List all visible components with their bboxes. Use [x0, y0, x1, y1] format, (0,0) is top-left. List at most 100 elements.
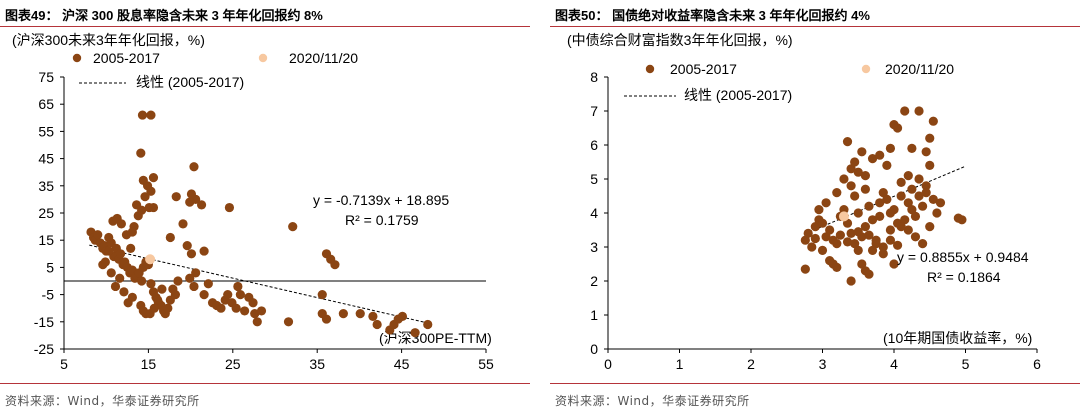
data-point: [199, 290, 209, 300]
data-point: [817, 245, 828, 255]
legend-label: 2005-2017: [93, 50, 160, 66]
data-point: [839, 205, 849, 215]
data-point: [423, 319, 433, 330]
data-point: [165, 232, 175, 243]
y-tick-label: 8: [590, 69, 598, 85]
data-point: [185, 197, 195, 207]
data-point: [914, 106, 924, 116]
data-point: [189, 281, 199, 292]
x-tick-label: 35: [309, 356, 325, 372]
data-point: [850, 239, 860, 249]
trend-equation: y = 0.8855x + 0.9484: [897, 249, 1029, 265]
scatter-chart-dividend: 75 65 55 45 35 25 15 5 -5 -15 -25 5 15 25 35 45 55 (沪深300…: [12, 32, 494, 372]
data-point: [216, 303, 226, 313]
y-tick-label: 75: [38, 69, 54, 85]
y-tick-label: 1: [590, 307, 598, 323]
y-tick-label: 7: [590, 103, 598, 119]
data-point: [885, 225, 896, 235]
x-tick-label: 6: [1033, 356, 1041, 372]
data-point: [903, 198, 913, 208]
data-point: [875, 198, 885, 208]
data-point: [178, 219, 188, 229]
data-point: [146, 186, 156, 196]
x-tick-label: 45: [394, 356, 410, 372]
data-point: [839, 174, 849, 184]
data-point: [832, 262, 842, 272]
data-point: [252, 317, 262, 327]
data-point: [223, 290, 233, 300]
data-point: [137, 276, 147, 286]
x-tick-label: 4: [890, 356, 898, 372]
data-point: [825, 225, 835, 235]
data-point: [932, 208, 942, 218]
footer-divider: [0, 383, 530, 384]
data-point: [140, 192, 150, 202]
data-point: [283, 317, 294, 327]
data-point: [368, 311, 378, 321]
data-point: [372, 319, 382, 330]
data-point: [248, 298, 258, 308]
data-point: [867, 215, 878, 225]
data-point: [127, 292, 137, 302]
y-axis-label: (沪深300未来3年年化回报，%): [12, 32, 205, 48]
title-divider: [550, 26, 1080, 27]
legend-marker: [72, 53, 82, 63]
x-axis-label: (10年期国债收益率，%): [883, 330, 1032, 346]
r-squared: R² = 0.1759: [345, 212, 419, 228]
data-point: [137, 110, 148, 120]
figure-title: 图表49： 沪深 300 股息率隐含未来 3 年年化回报约 8%: [5, 8, 323, 23]
data-point: [850, 191, 860, 201]
data-point: [106, 268, 116, 278]
data-point: [867, 245, 878, 255]
data-point: [842, 137, 853, 147]
data-point: [853, 208, 863, 218]
y-tick-label: -15: [34, 314, 54, 330]
data-point: [846, 181, 856, 191]
scatter-chart-bond: 8 7 6 5 4 3 2 1 00 1 2 3 4 5 6 (中债综合财富指数3年年化回报，%) (10年期国…: [567, 32, 1041, 372]
data-point: [170, 290, 181, 300]
data-point: [807, 242, 817, 252]
data-point: [903, 171, 913, 181]
data-point: [882, 160, 892, 170]
data-point: [907, 205, 917, 215]
legend-label: 2020/11/20: [289, 50, 358, 66]
data-point: [910, 211, 921, 221]
data-point: [885, 235, 896, 245]
figure-title: 图表50： 国债绝对收益率隐含未来 3 年年化回报约 4%: [555, 8, 870, 23]
data-point: [914, 174, 924, 184]
footer-divider: [550, 383, 1080, 384]
data-point: [224, 202, 235, 213]
data-point: [857, 259, 867, 269]
data-point: [410, 328, 420, 338]
y-tick-label: 4: [590, 205, 598, 221]
data-point: [900, 106, 910, 116]
y-tick-label: 0: [590, 341, 598, 357]
data-point: [148, 202, 159, 213]
source-label: 资料来源：Wind，华泰证券研究所: [5, 394, 200, 408]
data-point: [921, 188, 931, 198]
data-point: [892, 123, 903, 133]
data-point: [900, 215, 910, 225]
data-point: [928, 194, 938, 204]
current-point: [145, 254, 156, 265]
legend-label: 2005-2017: [670, 61, 737, 77]
data-point: [853, 245, 863, 255]
data-point: [338, 309, 348, 319]
data-point: [146, 110, 156, 120]
y-tick-label: 35: [38, 178, 54, 194]
data-point: [189, 162, 199, 172]
source-label: 资料来源：Wind，华泰证券研究所: [555, 394, 750, 408]
y-tick-label: 5: [590, 171, 598, 187]
data-point: [918, 201, 928, 211]
data-point: [397, 311, 408, 321]
data-point: [885, 143, 896, 153]
y-tick-label: 5: [46, 259, 54, 275]
legend-label: 线性 (2005-2017): [684, 87, 792, 103]
data-point: [821, 232, 831, 242]
data-point: [850, 157, 860, 167]
data-point: [157, 284, 167, 294]
data-point: [116, 219, 126, 229]
legend-marker: [861, 64, 871, 74]
data-point: [853, 227, 863, 237]
